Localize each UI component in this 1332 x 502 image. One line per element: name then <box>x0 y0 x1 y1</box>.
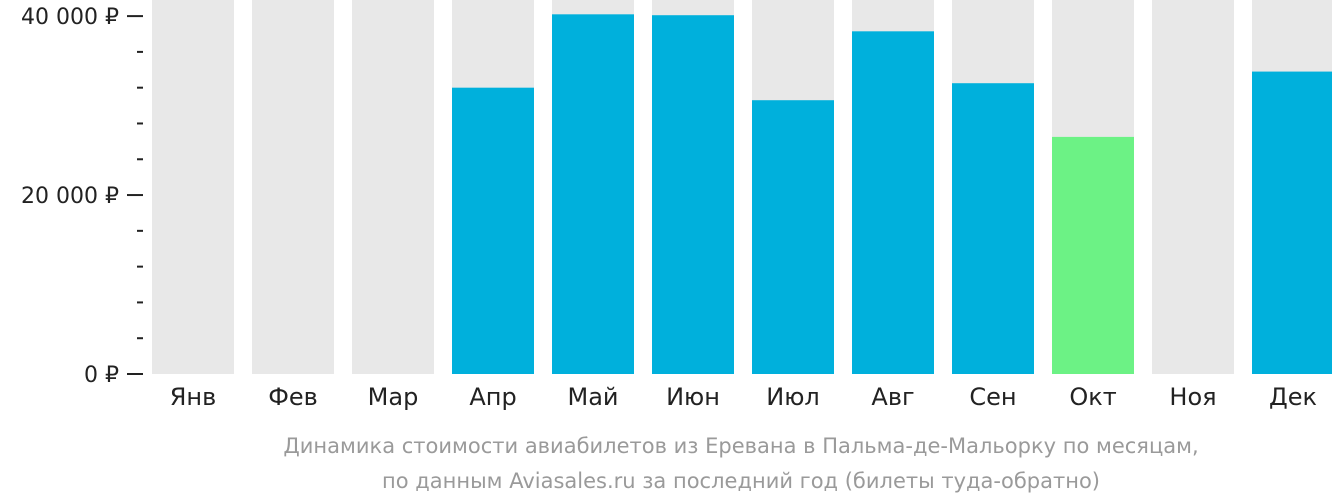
x-tick-label-5: Июн <box>666 383 720 411</box>
x-tick-label-7: Авг <box>871 383 914 411</box>
x-tick-label-11: Дек <box>1269 383 1317 411</box>
x-axis-labels: Янв Фев Мар Апр Май Июн Июл Авг Сен Окт Ноя Дек <box>170 383 1317 411</box>
x-tick-label-9: Окт <box>1069 383 1116 411</box>
x-tick-label-4: Май <box>567 383 618 411</box>
caption-line-2: по данным Aviasales.ru за последний год … <box>382 469 1100 493</box>
bar-6[interactable] <box>752 100 834 375</box>
caption-line-1: Динамика стоимости авиабилетов из Ереван… <box>283 434 1198 458</box>
data-bars <box>452 14 1332 375</box>
y-tick-label-2: 40 000 ₽ <box>21 5 119 30</box>
x-tick-label-2: Мар <box>368 383 419 411</box>
x-tick-label-3: Апр <box>469 383 516 411</box>
bar-background-2 <box>352 0 434 374</box>
x-tick-label-10: Ноя <box>1169 383 1216 411</box>
y-axis: 0 ₽ 20 000 ₽ 40 000 ₽ <box>21 5 143 388</box>
background-bars <box>152 0 1332 374</box>
y-tick-label-0: 0 ₽ <box>84 363 119 388</box>
bar-9[interactable] <box>1052 136 1134 374</box>
bar-3[interactable] <box>452 87 534 375</box>
bar-background-10 <box>1152 0 1234 374</box>
y-tick-label-1: 20 000 ₽ <box>21 184 119 209</box>
bar-11[interactable] <box>1252 71 1332 374</box>
bar-background-1 <box>252 0 334 374</box>
bar-4[interactable] <box>552 14 634 374</box>
bar-8[interactable] <box>952 83 1034 375</box>
bar-7[interactable] <box>852 31 934 374</box>
chart-caption: Динамика стоимости авиабилетов из Ереван… <box>283 434 1198 493</box>
x-tick-label-1: Фев <box>268 383 318 411</box>
x-tick-label-6: Июл <box>766 383 820 411</box>
bar-background-0 <box>152 0 234 374</box>
x-tick-label-0: Янв <box>170 383 217 411</box>
x-tick-label-8: Сен <box>969 383 1016 411</box>
bar-5[interactable] <box>652 15 734 374</box>
